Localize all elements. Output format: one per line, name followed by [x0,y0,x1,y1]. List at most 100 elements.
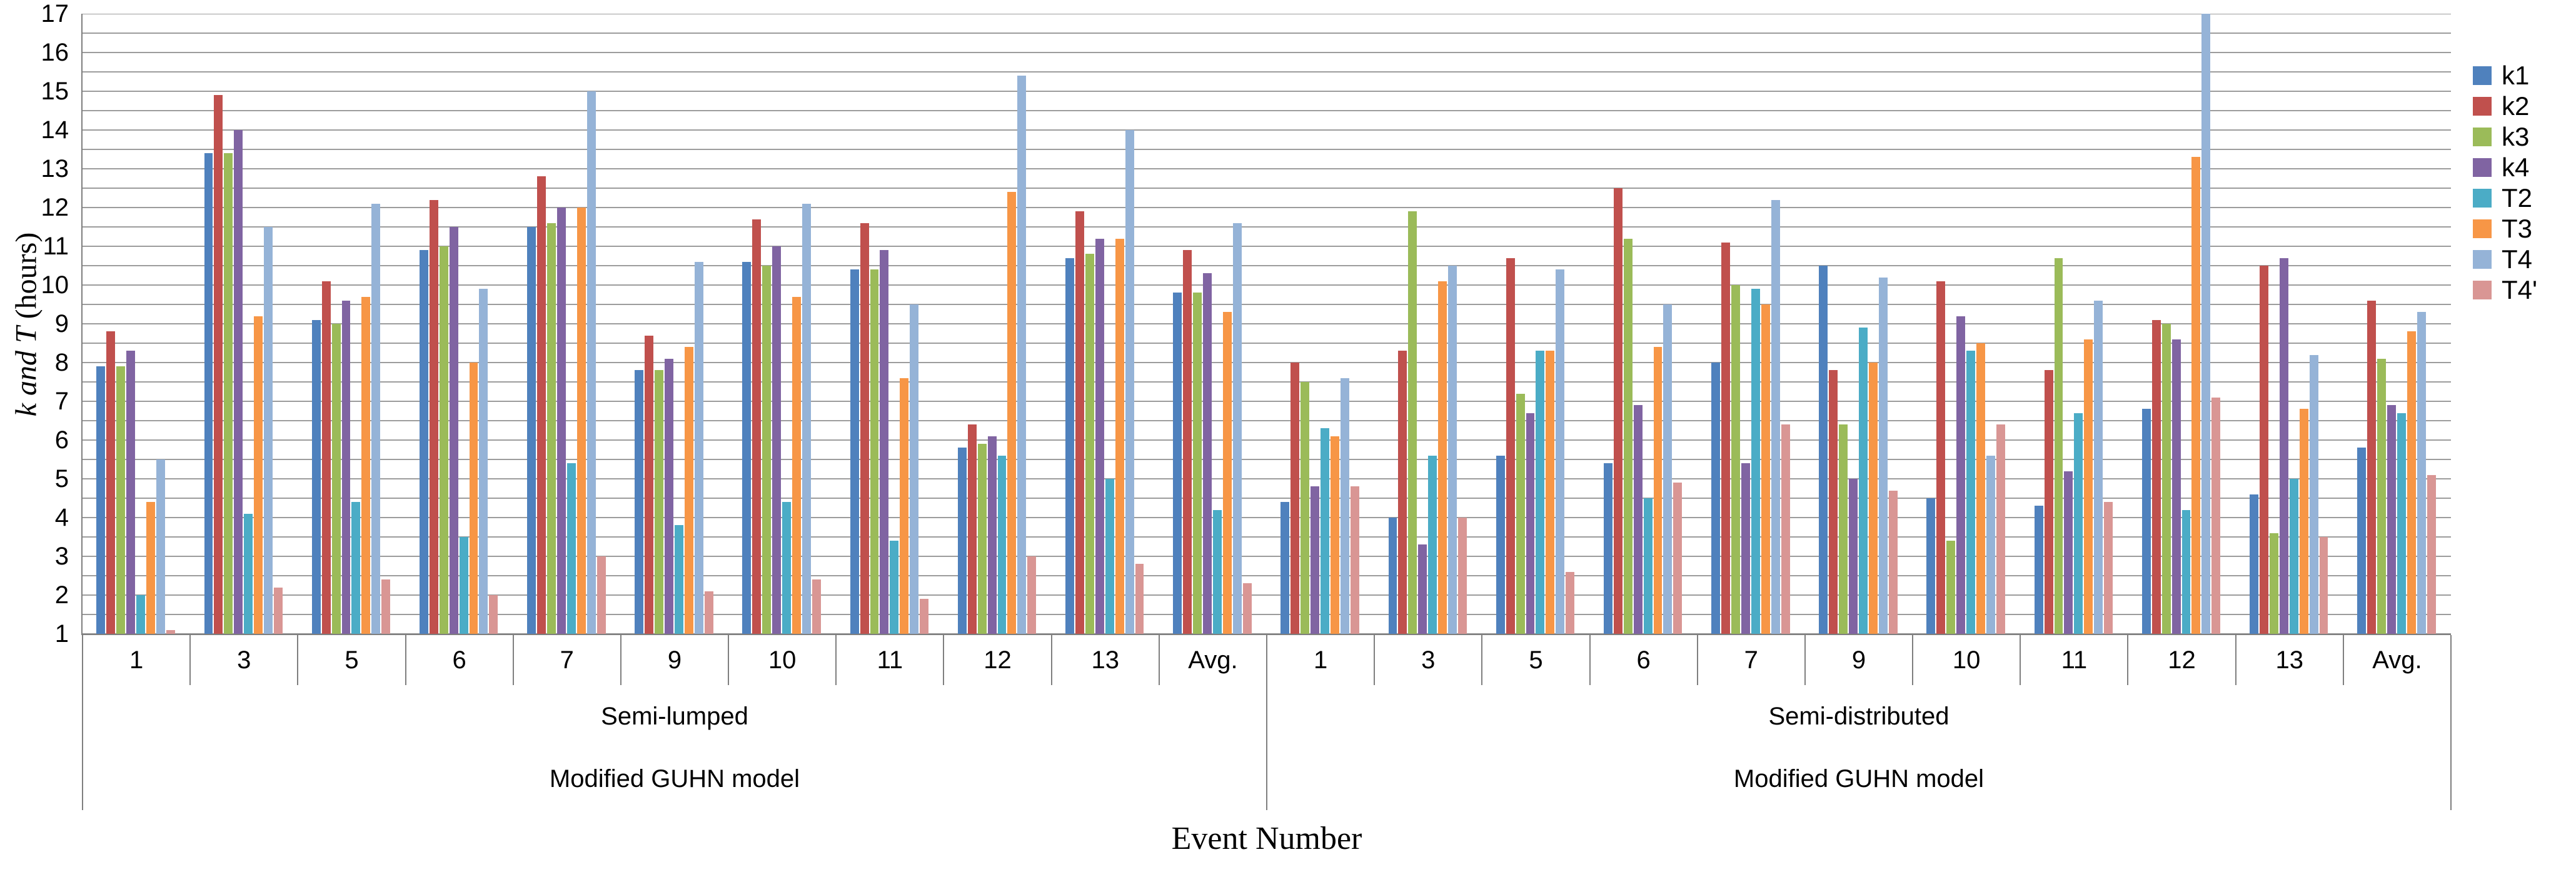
category-separator [2020,635,2021,685]
bar-k2 [2259,266,2268,634]
bar-k2 [321,281,331,634]
bar-k1 [742,261,752,634]
bar-k4 [987,436,997,634]
y-axis-tick-label: 7 [54,388,69,415]
bar-T3 [1546,351,1555,634]
bar-T4 [2309,354,2318,634]
gridline [83,343,2451,344]
category-separator [189,635,191,685]
bar-k2 [645,335,654,634]
legend-item-k4: k4 [2473,152,2576,183]
x-category-label: 13 [1091,646,1119,674]
bar-k4 [665,358,673,634]
x-category-label: 1 [129,646,144,674]
bar-k2 [1829,370,1838,634]
legend-swatch-T4' [2473,280,2492,299]
bar-k1 [2250,494,2258,634]
bar-k1 [1496,455,1505,634]
category-separator [1266,635,1267,810]
gridline [83,633,2451,634]
bar-k2 [967,424,977,634]
category-separator [2342,635,2344,685]
legend-swatch-T3 [2473,219,2492,238]
bar-T2 [1212,509,1222,634]
bar-T4' [166,629,175,634]
x-category-label: 3 [237,646,251,674]
bar-T4' [1673,483,1683,634]
bar-k3 [1301,382,1310,634]
bar-T4' [1458,518,1467,634]
bar-T3 [1976,343,1986,634]
y-axis-tick-label: 9 [54,310,69,338]
bar-T4' [1996,424,2005,634]
category-separator [2235,635,2236,685]
legend-label: T2 [2502,183,2533,213]
y-axis-tick-label: 2 [54,581,69,609]
bar-T4' [274,587,283,634]
legend-item-k1: k1 [2473,60,2576,91]
gridline [83,304,2451,305]
bar-k3 [1731,285,1740,634]
gridline [83,439,2451,441]
y-axis-tick-label: 10 [41,271,69,299]
bar-T4' [2104,502,2113,634]
bar-k4 [1633,405,1643,634]
x-category-label: 12 [984,646,1012,674]
bar-T4' [812,579,821,634]
category-separator [1481,635,1483,685]
bar-T4' [704,591,713,634]
x-category-label: 10 [1952,646,1981,674]
bar-k2 [860,223,869,634]
category-separator [512,635,514,685]
bar-T4 [264,227,273,634]
bar-T2 [351,502,361,634]
category-separator [82,635,83,810]
y-axis-tick-label: 6 [54,426,69,454]
bar-k4 [449,227,458,634]
bar-T4 [802,203,811,634]
bar-T3 [2084,339,2093,634]
x-category-label: 10 [768,646,797,674]
bar-T2 [1428,455,1437,634]
bar-k2 [1613,188,1623,634]
x-category-label: 5 [1529,646,1543,674]
x-category-label: 7 [1744,646,1758,674]
y-axis-tick-label: 8 [54,349,69,376]
bar-k3 [331,324,341,634]
x-category-label: Avg. [1188,646,1238,674]
gridline [83,498,2451,499]
bar-T2 [2074,413,2083,634]
bar-k4 [556,208,566,634]
bar-k4 [2064,471,2073,634]
bar-k3 [2377,358,2386,634]
legend-label: T3 [2502,213,2533,243]
bar-T2 [997,455,1007,634]
bar-k1 [1065,258,1074,634]
x-category-label: 7 [560,646,574,674]
bar-T4' [2319,537,2328,634]
bar-k4 [341,300,351,634]
legend-item-T4: T4 [2473,244,2576,274]
bar-T4' [1135,564,1144,634]
bar-k2 [2151,319,2161,634]
legend-label: k1 [2502,60,2530,90]
category-separator [1050,635,1052,685]
legend-label: T4' [2502,274,2538,304]
bar-T4' [1027,556,1037,634]
bar-k4 [772,246,782,634]
bar-T4 [2094,300,2103,634]
bar-k3 [1946,541,1956,634]
category-separator [1912,635,1914,685]
bar-k4 [1311,486,1320,634]
bar-k3 [1839,424,1848,634]
x-category-label: 12 [2168,646,2196,674]
legend-label: k3 [2502,121,2530,151]
x-category-label: 6 [1636,646,1651,674]
bar-k1 [204,153,213,634]
bar-k4 [126,351,136,634]
gridline [83,517,2451,518]
bar-k4 [1741,463,1750,634]
legend-item-T3: T3 [2473,213,2576,244]
bar-k1 [1711,363,1721,634]
x-category-label: 3 [1421,646,1436,674]
